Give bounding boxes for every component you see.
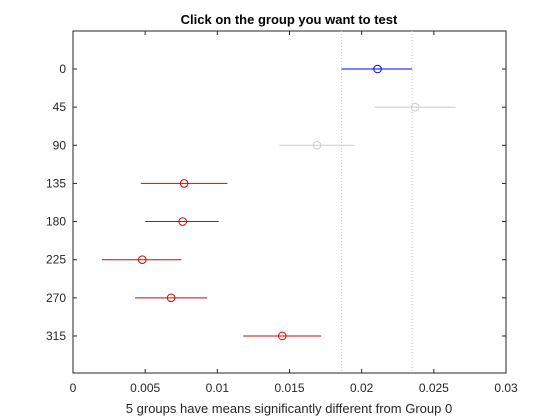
x-tick-label-0: 0 [70,381,77,395]
x-tick-label-6: 0.03 [494,381,518,395]
x-axis-label: 5 groups have means significantly differ… [126,401,452,416]
x-tick-label-5: 0.025 [419,381,449,395]
y-tick-label-225: 225 [46,253,66,267]
axes-box[interactable] [73,31,506,373]
y-tick-label-0: 0 [59,62,66,76]
y-tick-label-90: 90 [53,138,67,152]
y-tick-label-180: 180 [46,215,66,229]
y-tick-label-270: 270 [46,291,66,305]
y-tick-label-135: 135 [46,176,66,190]
x-tick-label-2: 0.01 [206,381,230,395]
x-tick-label-1: 0.005 [130,381,160,395]
chart-title: Click on the group you want to test [181,12,398,27]
x-tick-label-4: 0.02 [350,381,374,395]
x-tick-label-3: 0.015 [274,381,304,395]
y-tick-label-45: 45 [53,100,67,114]
y-tick-label-315: 315 [46,329,66,343]
